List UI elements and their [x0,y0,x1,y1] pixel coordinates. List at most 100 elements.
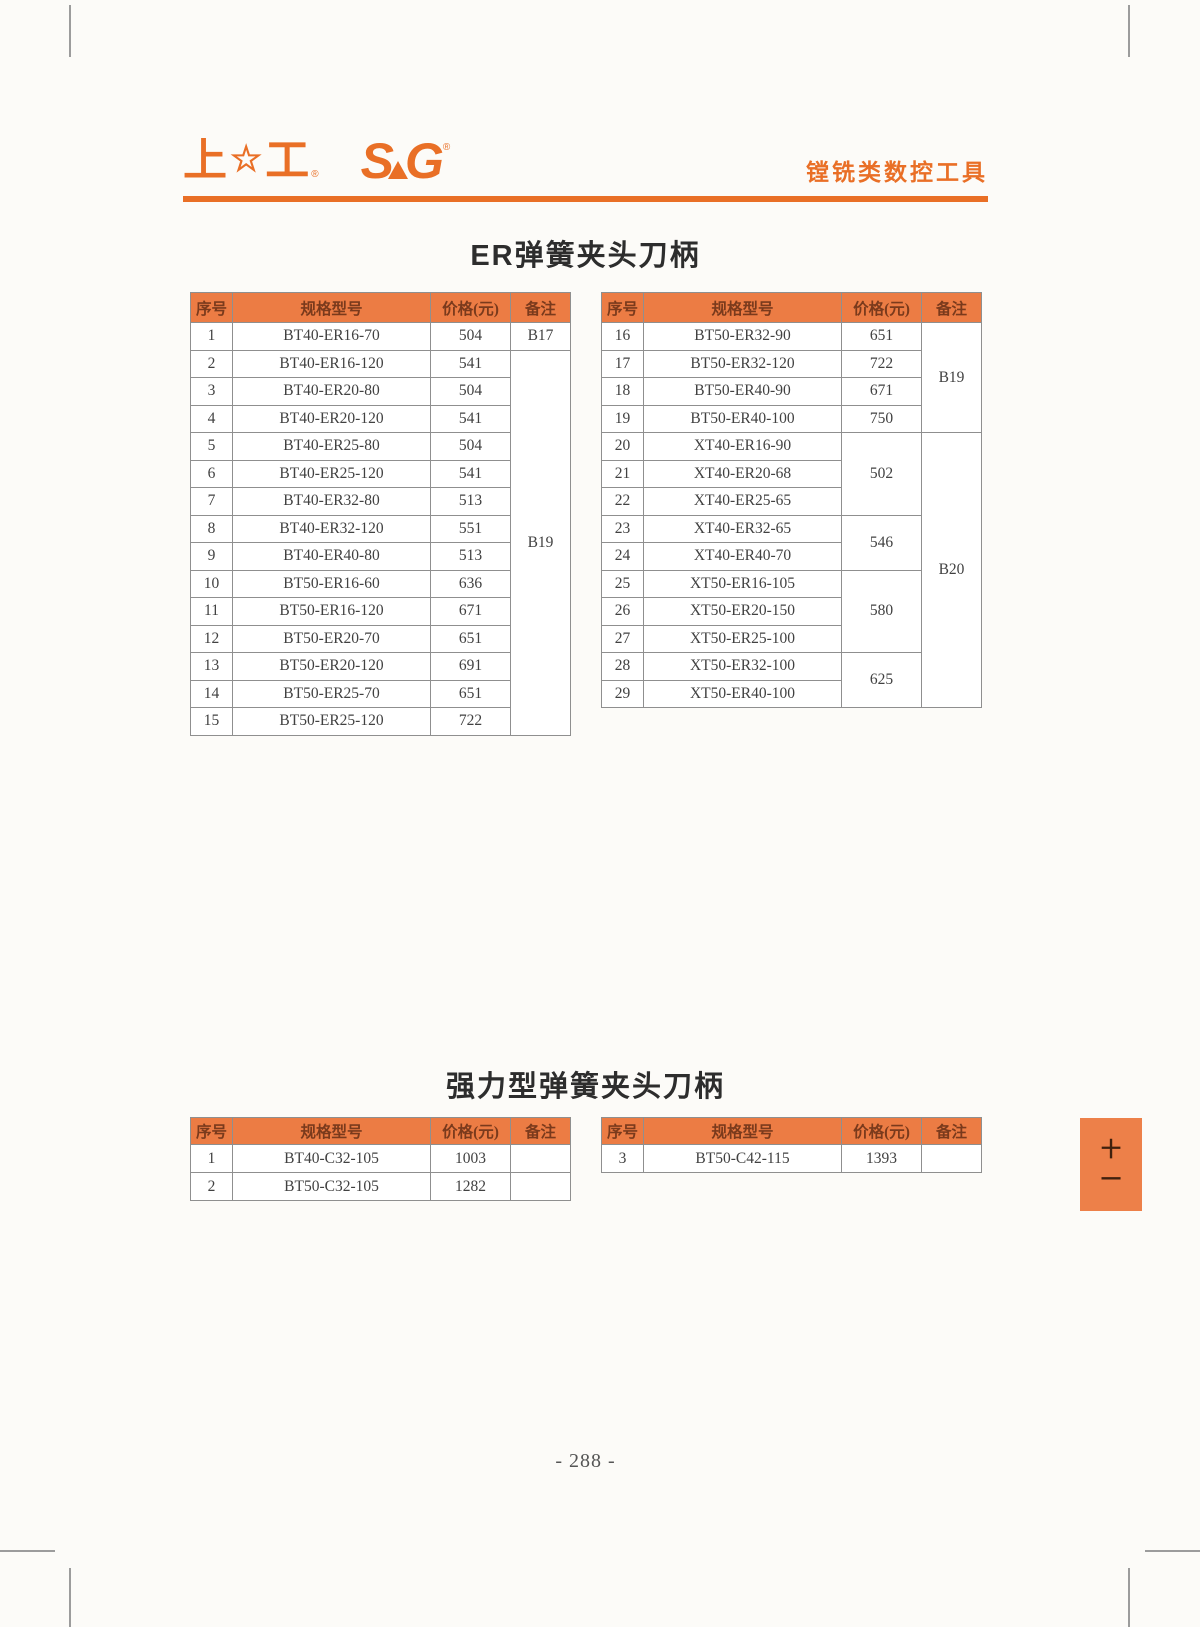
price-cell: 671 [841,377,922,406]
seq-cell: 11 [190,597,233,626]
seq-cell: 18 [601,377,644,406]
model-cell: BT50-ER16-120 [232,597,431,626]
price-cell: 651 [841,322,922,351]
table-header-row: 序号 规格型号 价格(元) 备注 [601,292,982,323]
seq-cell: 29 [601,679,644,708]
model-cell: BT50-ER20-70 [232,624,431,653]
model-cell: BT50-ER25-120 [232,707,431,736]
seq-cell: 12 [190,624,233,653]
price-cell: 636 [430,569,511,598]
model-cell: BT40-ER25-120 [232,459,431,488]
price-cell: 513 [430,542,511,571]
col-header-price: 价格(元) [841,1117,922,1145]
model-cell: BT50-ER25-70 [232,679,431,708]
table-row: 1 BT40-ER16-70 504 B17 [190,322,571,351]
table-row: 27 XT50-ER25-100 [601,624,982,653]
seq-cell: 2 [190,349,233,378]
note-cell: B20 [921,432,982,708]
table-row: 2 BT50-C32-105 1282 [190,1172,571,1201]
model-cell: BT40-ER40-80 [232,542,431,571]
seq-cell: 9 [190,542,233,571]
seq-cell: 3 [190,377,233,406]
crop-mark-bottom-left-h [0,1550,55,1552]
logo-char-gong: 工 [265,136,310,185]
note-cell [921,1144,982,1173]
model-cell: BT40-ER25-80 [232,432,431,461]
model-cell: XT50-ER20-150 [643,597,842,626]
seq-cell: 23 [601,514,644,543]
col-header-note: 备注 [510,292,571,323]
model-cell: BT50-C32-105 [232,1172,431,1201]
price-cell: 541 [430,459,511,488]
price-cell: 750 [841,404,922,433]
seq-cell: 4 [190,404,233,433]
price-cell: 651 [430,679,511,708]
price-cell: 671 [430,597,511,626]
seq-cell: 28 [601,652,644,681]
table-header-row: 序号 规格型号 价格(元) 备注 [190,292,571,323]
model-cell: BT50-ER40-100 [643,404,842,433]
table-row: 25 XT50-ER16-105 580 [601,569,982,653]
model-cell: BT50-ER32-90 [643,322,842,351]
model-cell: BT40-ER20-80 [232,377,431,406]
note-cell: B19 [921,322,982,433]
seq-cell: 20 [601,432,644,461]
table-row: 3 BT50-C42-115 1393 [601,1144,982,1173]
price-cell: 651 [430,624,511,653]
price-cell: 1003 [430,1144,511,1173]
price-cell: 625 [841,652,922,708]
triangle-icon [388,161,409,179]
seq-cell: 25 [601,569,644,598]
model-cell: XT50-ER25-100 [643,624,842,653]
page-number: - 288 - [555,1450,616,1472]
table-row: 3 BT40-ER20-80 504 [190,377,571,406]
seq-cell: 15 [190,707,233,736]
shanggong-logo: 上 ☆ 工 ® [183,139,319,183]
table-row: 23 XT40-ER32-65 546 [601,514,982,571]
col-header-model: 规格型号 [232,292,431,323]
table-row: 14 BT50-ER25-70 651 [190,679,571,708]
header-logos: 上 ☆ 工 ® S G ® [183,130,450,192]
crop-mark-top-right [1128,5,1130,57]
model-cell: BT50-C42-115 [643,1144,842,1173]
table-header-row: 序号 规格型号 价格(元) 备注 [190,1117,571,1145]
table-row: 12 BT50-ER20-70 651 [190,624,571,653]
model-cell: BT40-ER16-120 [232,349,431,378]
note-cell [510,1172,571,1201]
note-cell [510,1144,571,1173]
price-cell: 504 [430,432,511,461]
model-cell: XT50-ER16-105 [643,569,842,598]
model-cell: BT50-ER16-60 [232,569,431,598]
seq-cell: 6 [190,459,233,488]
seq-cell: 5 [190,432,233,461]
price-cell: 502 [841,432,922,516]
header-rule [183,196,988,202]
model-cell: BT40-ER32-120 [232,514,431,543]
seq-cell: 7 [190,487,233,516]
table-row: 8 BT40-ER32-120 551 [190,514,571,543]
logo-letter-s: S [360,133,394,189]
col-header-price: 价格(元) [430,1117,511,1145]
logo-char-shang: 上 [183,136,227,185]
model-cell: XT40-ER40-70 [643,542,842,571]
seq-cell: 26 [601,597,644,626]
model-cell: BT50-ER20-120 [232,652,431,681]
model-cell: BT50-ER40-90 [643,377,842,406]
seq-cell: 1 [190,322,233,351]
seq-cell: 3 [601,1144,644,1173]
model-cell: XT40-ER20-68 [643,459,842,488]
seq-cell: 24 [601,542,644,571]
price-cell: 722 [841,349,922,378]
seq-cell: 14 [190,679,233,708]
logo-letter-g: G [405,133,444,189]
seq-cell: 16 [601,322,644,351]
crop-mark-top-left [69,5,71,57]
price-cell: 504 [430,322,511,351]
col-header-model: 规格型号 [232,1117,431,1145]
table-row: 2 BT40-ER16-120 541 B19 [190,349,571,736]
table-header-row: 序号 规格型号 价格(元) 备注 [601,1117,982,1145]
model-cell: XT50-ER32-100 [643,652,842,681]
crop-mark-bottom-right-v [1128,1568,1130,1627]
table-row: 15 BT50-ER25-120 722 [190,707,571,736]
chapter-tab-char-1: 十 [1101,1138,1121,1161]
